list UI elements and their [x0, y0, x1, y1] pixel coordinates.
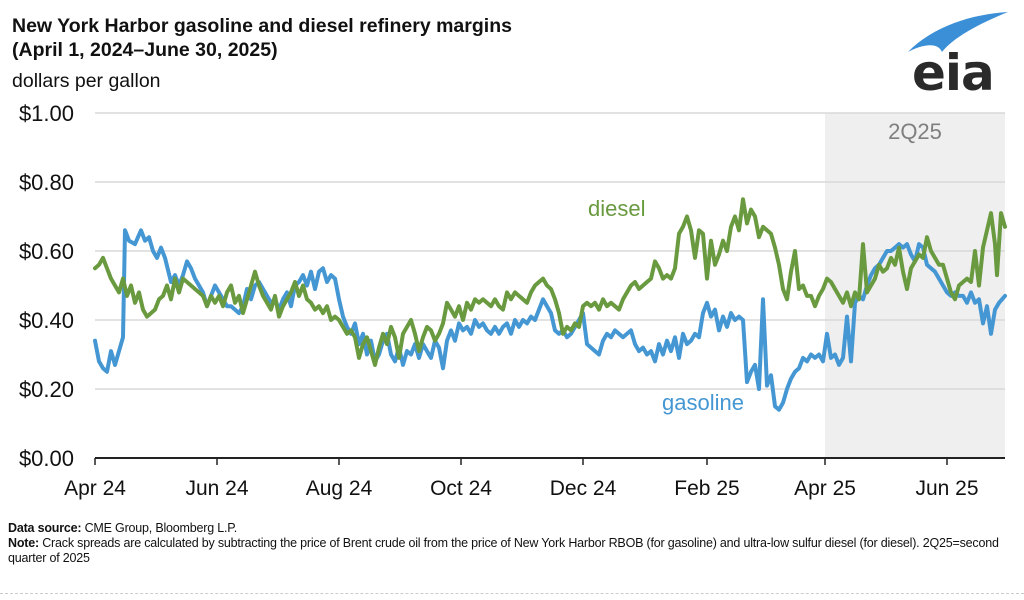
note-text: Crack spreads are calculated by subtract… — [8, 536, 999, 565]
logo-text: eia — [912, 44, 994, 98]
footer: Data source: CME Group, Bloomberg L.P. N… — [8, 521, 1018, 566]
chart-title-line1: New York Harbor gasoline and diesel refi… — [12, 15, 512, 37]
x-tick-label: Feb 25 — [674, 477, 739, 500]
y-tick-label: $0.00 — [19, 446, 74, 471]
y-tick-label: $0.80 — [19, 170, 74, 195]
note-label: Note: — [8, 536, 39, 550]
x-tick-label: Aug 24 — [306, 477, 373, 500]
series-label-diesel: diesel — [588, 196, 645, 221]
x-tick-label: Jun 25 — [915, 477, 978, 500]
shaded-region-label: 2Q25 — [888, 119, 942, 144]
source-line: Data source: CME Group, Bloomberg L.P. — [8, 521, 1018, 536]
y-tick-label: $0.60 — [19, 239, 74, 264]
logo-swoosh-icon — [908, 12, 1008, 52]
chart-title-line2: (April 1, 2024–June 30, 2025) — [12, 39, 278, 61]
y-tick-label: $0.40 — [19, 308, 74, 333]
x-tick-label: Apr 24 — [64, 477, 126, 500]
note-line: Note: Crack spreads are calculated by su… — [8, 536, 1018, 566]
chart-title: New York Harbor gasoline and diesel refi… — [12, 14, 512, 62]
y-tick-label: $1.00 — [19, 101, 74, 126]
x-tick-label: Apr 25 — [794, 477, 856, 500]
x-tick-label: Jun 24 — [185, 477, 248, 500]
source-label: Data source: — [8, 521, 82, 535]
y-tick-label: $0.20 — [19, 377, 74, 402]
source-text: CME Group, Bloomberg L.P. — [81, 521, 238, 535]
eia-logo: eia — [908, 12, 1008, 98]
bottom-divider — [0, 593, 1024, 594]
x-tick-label: Oct 24 — [430, 477, 492, 500]
shaded-region-2q25 — [825, 113, 1005, 458]
x-tick-label: Dec 24 — [550, 477, 617, 500]
units-label: dollars per gallon — [12, 70, 161, 92]
series-label-gasoline: gasoline — [662, 390, 744, 415]
series-line-diesel — [93, 197, 1007, 367]
